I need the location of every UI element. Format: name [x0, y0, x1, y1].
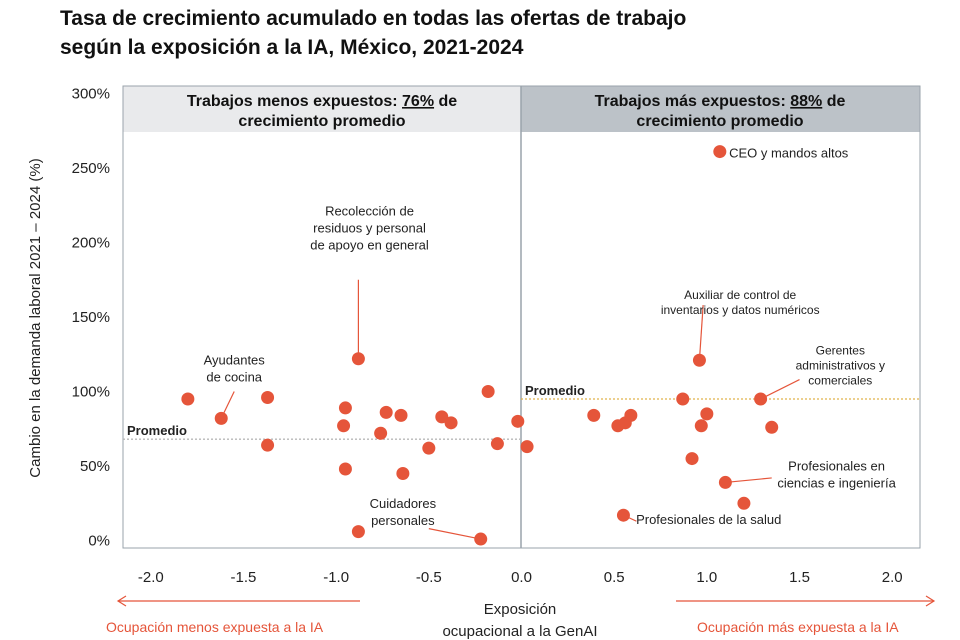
annotation-label: ciencias e ingeniería	[777, 476, 896, 491]
scatter-point	[685, 452, 699, 466]
annotation-label: Cuidadores	[370, 496, 437, 511]
annotation-label: Auxiliar de control de	[684, 288, 796, 302]
annotation-leader-line	[428, 528, 481, 540]
left-panel-header	[123, 86, 521, 132]
scatter-point	[444, 416, 458, 430]
chart-title: Tasa de crecimiento acumulado en todas l…	[60, 4, 900, 62]
annotation-leader-line	[760, 379, 800, 400]
annotation-label: de apoyo en general	[310, 238, 429, 253]
y-tick-label: 250%	[72, 160, 110, 177]
scatter-point	[676, 392, 690, 406]
right-panel-growth-pct: 88%	[790, 93, 822, 110]
y-axis-label: Cambio en la demanda laboral 2021 – 2024…	[27, 158, 44, 477]
scatter-point	[490, 437, 504, 451]
annotation-label: inventarios y datos numéricos	[661, 303, 820, 317]
chart-title-line-2: según la exposición a la IA, México, 202…	[60, 36, 524, 59]
x-tick-label: 0.0	[511, 569, 532, 586]
scatter-point	[351, 525, 365, 539]
average-lines: Promedio Promedio	[123, 383, 920, 440]
right-panel-header	[521, 86, 920, 132]
x-tick-label: 1.0	[696, 569, 717, 586]
y-tick-label: 50%	[80, 458, 110, 475]
y-tick-label: 100%	[72, 384, 110, 401]
scatter-point	[338, 462, 352, 476]
scatter-point	[181, 392, 195, 406]
left-average-label: Promedio	[127, 423, 187, 438]
less-exposed-arrow	[116, 595, 360, 607]
scatter-point	[616, 508, 630, 522]
scatter-point	[692, 353, 706, 367]
scatter-point	[713, 145, 727, 159]
x-axis-label-line-2: ocupacional a la GenAI	[442, 623, 597, 640]
annotation-label: de cocina	[206, 370, 262, 385]
scatter-point	[396, 466, 410, 480]
annotations: Ayudantes de cocina Recolección de residuos…	[204, 146, 897, 540]
scatter-point	[337, 419, 351, 433]
annotation-label: CEO y mandos altos	[729, 146, 849, 161]
y-tick-label: 300%	[72, 85, 110, 102]
scatter-point	[765, 420, 779, 434]
annotation-label: Ayudantes	[204, 353, 266, 368]
scatter-point	[338, 401, 352, 415]
left-panel-subtitle: crecimiento promedio	[238, 113, 405, 130]
annotation-leader-line	[698, 305, 704, 361]
scatter-point	[511, 414, 525, 428]
scatter-point	[351, 352, 365, 366]
scatter-point	[754, 392, 768, 406]
scatter-point	[261, 390, 275, 404]
x-tick-label: -0.5	[416, 569, 442, 586]
right-panel-title: Trabajos más expuestos: 88% de	[595, 93, 846, 110]
scatter-point	[394, 408, 408, 422]
more-exposed-arrow	[676, 595, 936, 607]
left-panel-background	[123, 86, 521, 548]
scatter-point	[694, 419, 708, 433]
chart-title-line-1: Tasa de crecimiento acumulado en todas l…	[60, 7, 687, 30]
x-tick-label: 1.5	[789, 569, 810, 586]
scatter-point	[435, 410, 449, 424]
scatter-point	[214, 411, 228, 425]
annotation-label: residuos y personal	[313, 221, 426, 236]
scatter-point	[474, 532, 488, 546]
annotation-label: comerciales	[808, 373, 872, 387]
annotation-label: Profesionales en	[788, 459, 885, 474]
left-panel-title: Trabajos menos expuestos: 76% de	[187, 93, 457, 110]
right-panel-background	[521, 86, 920, 548]
data-points	[181, 145, 779, 546]
scatter-point	[587, 408, 601, 422]
more-exposed-label: Ocupación más expuesta a la IA	[697, 619, 899, 635]
x-axis-label-line-1: Exposición	[484, 601, 557, 618]
left-panel-growth-pct: 76%	[402, 93, 434, 110]
annotation-label: administrativos y	[796, 358, 885, 372]
scatter-point	[261, 438, 275, 452]
x-tick-label: 0.5	[604, 569, 625, 586]
right-average-label: Promedio	[525, 383, 585, 398]
annotation-label: Gerentes	[816, 343, 865, 357]
y-tick-label: 0%	[88, 533, 110, 550]
scatter-point	[374, 426, 388, 440]
annotation-leader-line	[725, 477, 772, 484]
x-tick-label: -2.0	[138, 569, 164, 586]
annotation-label: Profesionales de la salud	[636, 512, 781, 527]
axis-ticks: 0% 50% 100% 150% 200% 250% 300% -2.0 -1.5 -1.0 -0.…	[72, 85, 903, 586]
scatter-point	[718, 475, 732, 489]
less-exposed-label: Ocupación menos expuesta a la IA	[106, 619, 324, 635]
x-tick-label: -1.0	[323, 569, 349, 586]
scatter-point	[481, 385, 495, 399]
scatter-point	[737, 496, 751, 510]
annotation-label: Recolección de	[325, 204, 414, 219]
scatter-point	[422, 441, 436, 455]
scatter-point	[624, 408, 638, 422]
right-panel-subtitle: crecimiento promedio	[636, 113, 803, 130]
scatter-point	[700, 407, 714, 421]
annotation-label: personales	[371, 513, 435, 528]
x-tick-label: 2.0	[882, 569, 903, 586]
scatter-point	[379, 405, 393, 419]
y-tick-label: 200%	[72, 234, 110, 251]
scatter-point	[520, 440, 534, 454]
y-tick-label: 150%	[72, 309, 110, 326]
x-tick-label: -1.5	[231, 569, 257, 586]
